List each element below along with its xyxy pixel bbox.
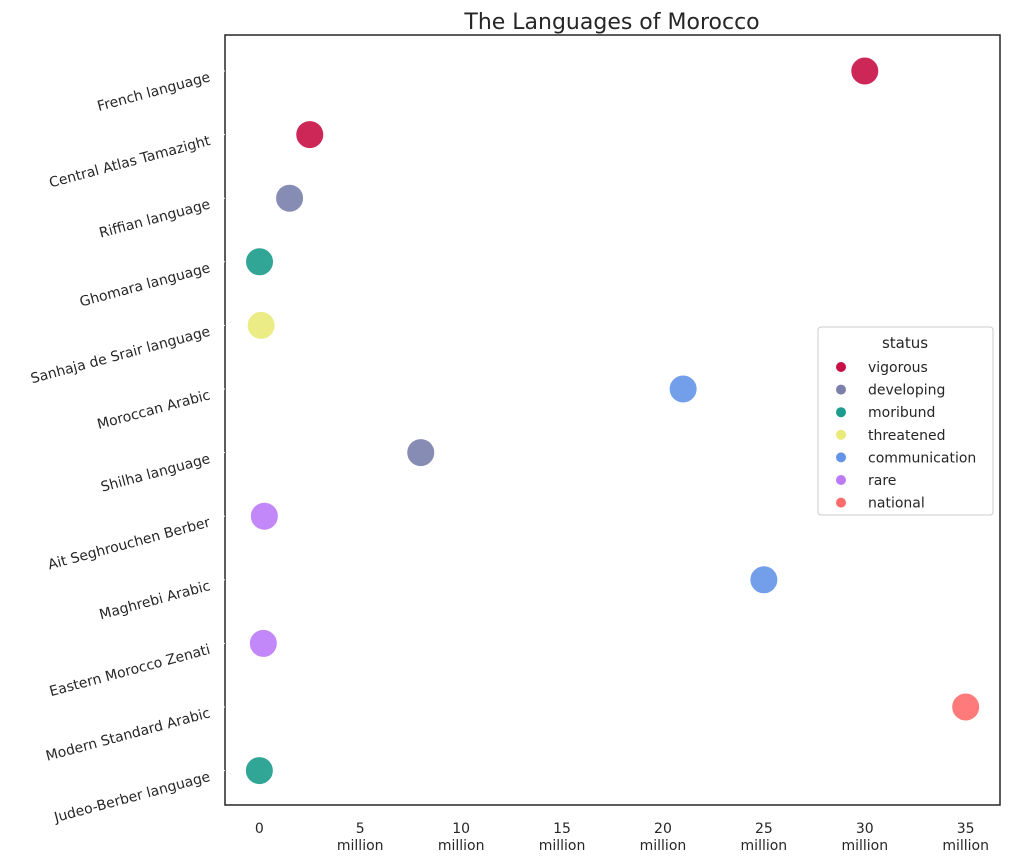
y-tick-label: French language bbox=[96, 69, 212, 115]
y-tick-label: Maghrebi Arabic bbox=[98, 578, 212, 623]
legend-marker-threatened bbox=[836, 429, 846, 440]
data-point-french-language bbox=[850, 56, 880, 86]
y-tick-label: Sanhaja de Srair language bbox=[29, 324, 212, 387]
x-tick-label: 30 million bbox=[841, 821, 888, 854]
x-tick-label: 10 million bbox=[438, 821, 485, 854]
legend-marker-developing bbox=[836, 384, 846, 395]
data-point-riffian-language bbox=[275, 183, 305, 213]
data-point-maghrebi-arabic bbox=[749, 565, 779, 595]
legend-label-threatened: threatened bbox=[868, 428, 945, 444]
y-tick-label: Modern Standard Arabic bbox=[44, 705, 212, 764]
x-tick-label: 20 million bbox=[640, 821, 687, 854]
x-tick-label: 25 million bbox=[741, 821, 788, 854]
x-axis: 0 5 million 10 million 15 million 20 million 25 mi… bbox=[255, 821, 989, 854]
y-tick-label: Judeo-Berber language bbox=[52, 769, 212, 826]
chart-title: The Languages of Morocco bbox=[463, 10, 759, 35]
plot-frame bbox=[224, 34, 1001, 806]
legend: status vigorous developing moribund threate… bbox=[817, 326, 994, 516]
x-tick-label: 15 million bbox=[539, 821, 586, 854]
data-point-shilha-language bbox=[406, 438, 436, 468]
legend-label-rare: rare bbox=[868, 473, 896, 489]
x-tick-label: 5 million bbox=[337, 821, 384, 854]
y-tick-label: Central Atlas Tamazight bbox=[48, 133, 213, 192]
legend-label-national: national bbox=[868, 496, 925, 512]
data-point-ghomara-language bbox=[245, 247, 275, 277]
x-tick-label: 35 million bbox=[942, 821, 989, 854]
legend-label-vigorous: vigorous bbox=[868, 360, 928, 376]
data-point-central-atlas-tamazight bbox=[295, 120, 325, 150]
legend-marker-communication bbox=[836, 452, 846, 463]
legend-box bbox=[817, 326, 994, 516]
legend-label-developing: developing bbox=[868, 383, 945, 399]
data-point-ait-seghrouchen-berber bbox=[249, 501, 279, 531]
legend-marker-moribund bbox=[836, 407, 846, 418]
scatter-points bbox=[244, 56, 981, 786]
legend-label-communication: communication bbox=[868, 450, 976, 466]
legend-marker-vigorous bbox=[836, 362, 846, 372]
y-tick-label: Ghomara language bbox=[78, 260, 212, 310]
y-tick-label: Riffian language bbox=[98, 197, 212, 242]
data-point-eastern-morocco-zenati bbox=[248, 628, 278, 658]
y-tick-label: Moroccan Arabic bbox=[96, 387, 213, 433]
data-point-sanhaja-de-srair-language bbox=[246, 310, 276, 340]
legend-marker-rare bbox=[836, 475, 846, 485]
x-tick-label: 0 bbox=[255, 821, 264, 837]
data-point-modern-standard-arabic bbox=[951, 692, 981, 722]
legend-label-moribund: moribund bbox=[868, 405, 935, 421]
data-point-judeo-berber-language bbox=[244, 756, 274, 786]
legend-marker-national bbox=[836, 497, 846, 508]
y-tick-label: Eastern Morocco Zenati bbox=[48, 642, 212, 700]
y-tick-label: Ait Seghrouchen Berber bbox=[46, 515, 212, 574]
data-point-moroccan-arabic bbox=[668, 374, 698, 404]
legend-title: status bbox=[882, 334, 928, 352]
y-axis: French language Central Atlas Tamazight Ri… bbox=[29, 69, 225, 826]
y-tick-label: Shilha language bbox=[99, 451, 212, 496]
